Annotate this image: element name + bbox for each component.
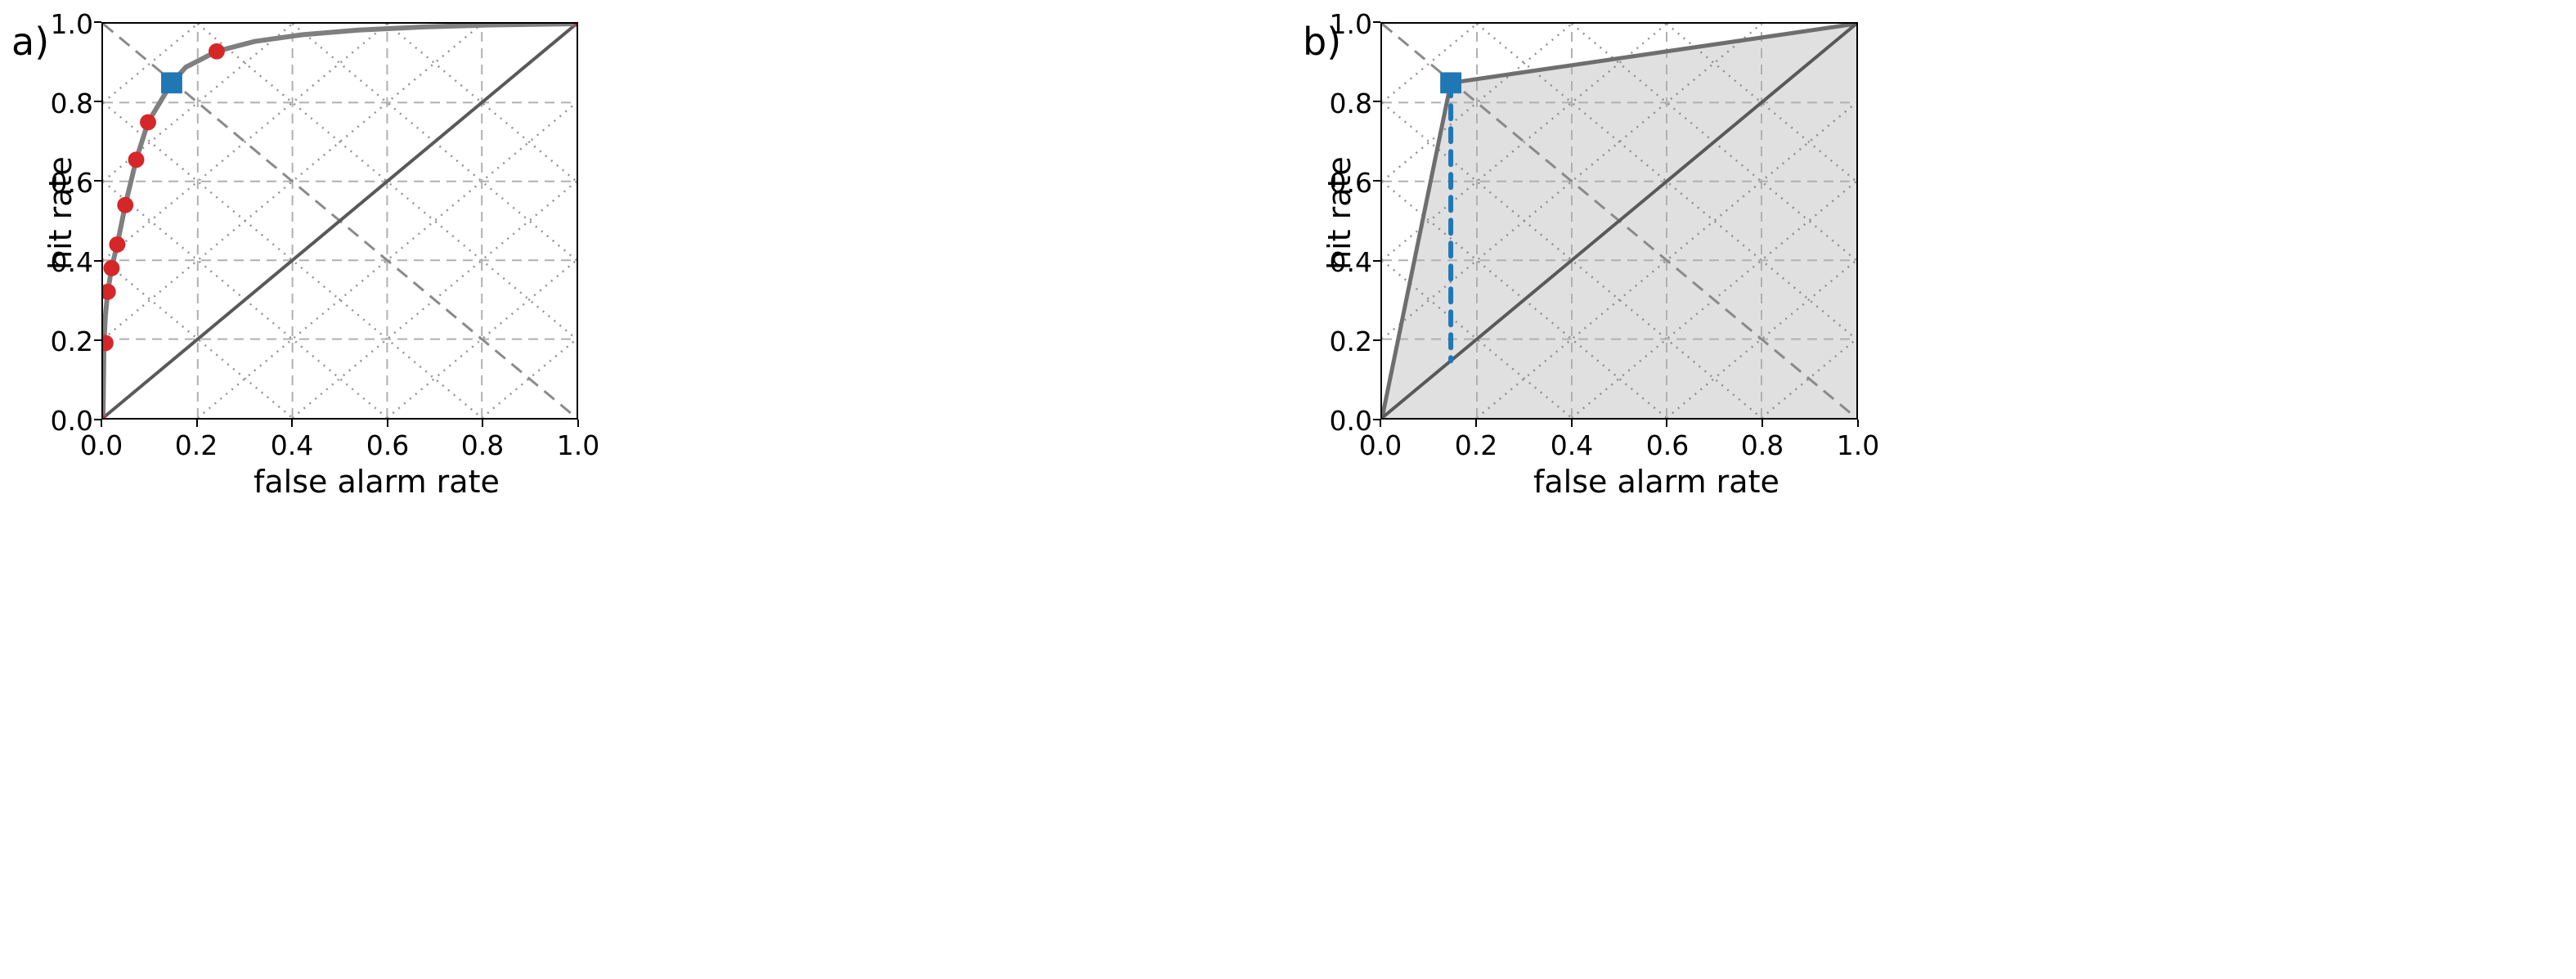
x-tick-mark <box>195 420 198 427</box>
criterion-square-marker <box>161 72 182 94</box>
panel-b-ytick-0_2: 0.2 <box>1329 326 1372 357</box>
roc-point-marker <box>140 114 156 131</box>
y-tick-mark <box>94 259 101 262</box>
x-tick-mark <box>291 420 294 427</box>
panel-b-xtick-0_0: 0.0 <box>1358 429 1402 461</box>
panel-b-tag: b) <box>1303 20 1342 64</box>
panel-a-ytick-0_2: 0.2 <box>50 326 93 357</box>
roc-point-marker <box>103 283 116 300</box>
y-tick-mark <box>1373 339 1380 341</box>
panel-a-xtick-0_4: 0.4 <box>270 429 314 461</box>
panel-b-ylabel: hit rate <box>1322 156 1358 270</box>
panel-a-xtick-0_6: 0.6 <box>366 429 410 461</box>
panel-b-ytick-0_4: 0.4 <box>1329 246 1372 278</box>
panel-a-xtick-0_8: 0.8 <box>460 429 505 461</box>
panel-a-xlabel: false alarm rate <box>254 464 500 500</box>
panel-b-xtick-0_6: 0.6 <box>1645 429 1690 461</box>
roc-point-marker <box>117 196 134 213</box>
panel-b-xtick-1_0: 1.0 <box>1836 429 1880 461</box>
panel-a-ytick-0_8: 0.8 <box>50 88 93 119</box>
x-tick-mark <box>1857 420 1859 427</box>
criterion-square-marker <box>1440 72 1462 94</box>
x-tick-mark <box>386 420 388 427</box>
panel-b: b) 1.0 0.8 0.6 0.4 0.2 0.0 0.0 0.2 0.4 0… <box>1288 0 2576 979</box>
roc-point-marker <box>103 335 114 352</box>
panel-a-tag: a) <box>11 20 50 64</box>
panel-b-xtick-0_8: 0.8 <box>1740 429 1784 461</box>
y-tick-mark <box>1373 180 1380 182</box>
x-tick-mark <box>1474 420 1477 427</box>
panel-b-plot-area <box>1380 22 1858 420</box>
x-tick-mark <box>1380 420 1381 427</box>
x-tick-mark <box>482 420 484 427</box>
y-tick-mark <box>1373 21 1380 23</box>
roc-point-marker <box>109 236 126 253</box>
panel-b-xtick-0_4: 0.4 <box>1550 429 1594 461</box>
panel-b-xtick-0_2: 0.2 <box>1454 429 1498 461</box>
y-tick-mark <box>94 339 101 341</box>
roc-point-marker <box>103 415 106 418</box>
panel-a-xtick-1_0: 1.0 <box>556 429 600 461</box>
panel-a-ylabel: hit rate <box>43 156 79 270</box>
y-tick-mark <box>94 419 101 420</box>
roc-point-marker <box>573 24 577 27</box>
x-tick-mark <box>101 420 102 427</box>
y-tick-mark <box>94 180 101 182</box>
panel-a-ytick-0_6: 0.6 <box>50 167 93 199</box>
panel-a: a) 1.0 0.8 0.6 0.4 0.2 0.0 0.0 0.2 0.4 0… <box>11 8 600 500</box>
panel-a-canvas <box>103 24 577 418</box>
x-tick-mark <box>1761 420 1764 427</box>
y-tick-mark <box>1373 419 1380 420</box>
panel-a-plot-area <box>101 22 578 420</box>
roc-point-marker <box>103 259 120 276</box>
panel-b-canvas <box>1382 24 1856 418</box>
panel-a-ytick-0_0: 0.0 <box>50 405 93 437</box>
x-tick-mark <box>1570 420 1573 427</box>
panel-a-ytick-1_0: 1.0 <box>50 8 93 40</box>
panel-b-xlabel: false alarm rate <box>1533 464 1779 500</box>
roc-point-marker <box>209 43 225 60</box>
panel-b-ytick-0_0: 0.0 <box>1329 405 1372 437</box>
panel-a-xtick-0_2: 0.2 <box>174 429 218 461</box>
roc-point-marker <box>128 151 145 168</box>
panel-a-xtick-0_0: 0.0 <box>79 429 123 461</box>
y-tick-mark <box>1373 259 1380 262</box>
y-tick-mark <box>94 101 101 103</box>
panel-b-ytick-1_0: 1.0 <box>1329 8 1372 40</box>
panel-a-ytick-0_4: 0.4 <box>50 246 93 278</box>
y-tick-mark <box>94 21 101 23</box>
y-tick-mark <box>1373 101 1380 103</box>
panel-b-ytick-0_8: 0.8 <box>1329 88 1372 119</box>
x-tick-mark <box>1666 420 1668 427</box>
panel-b-ytick-0_6: 0.6 <box>1329 167 1372 199</box>
x-tick-mark <box>577 420 579 427</box>
